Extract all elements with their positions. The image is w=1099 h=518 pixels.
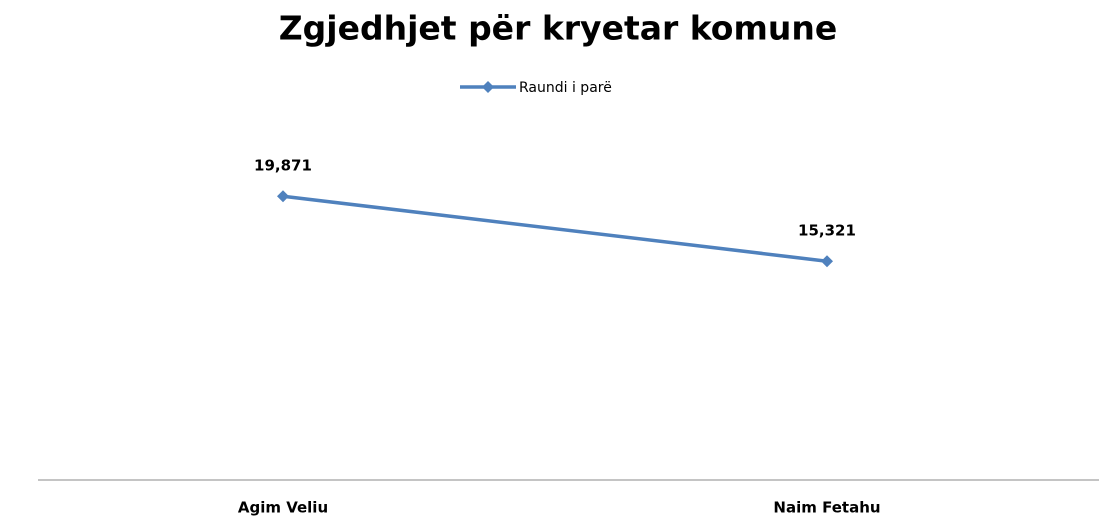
line — [282, 194, 828, 263]
legend-label: Raundi i parë — [519, 80, 612, 96]
x-tick-label: Agim Veliu — [238, 499, 328, 517]
marker — [482, 81, 494, 93]
chart-title: Zgjedhjet për kryetar komune — [279, 9, 838, 48]
data-label: 19,871 — [254, 157, 312, 175]
marker — [821, 255, 833, 268]
marker — [277, 190, 289, 203]
data-label: 15,321 — [798, 222, 856, 240]
x-tick-label: Naim Fetahu — [773, 499, 880, 517]
